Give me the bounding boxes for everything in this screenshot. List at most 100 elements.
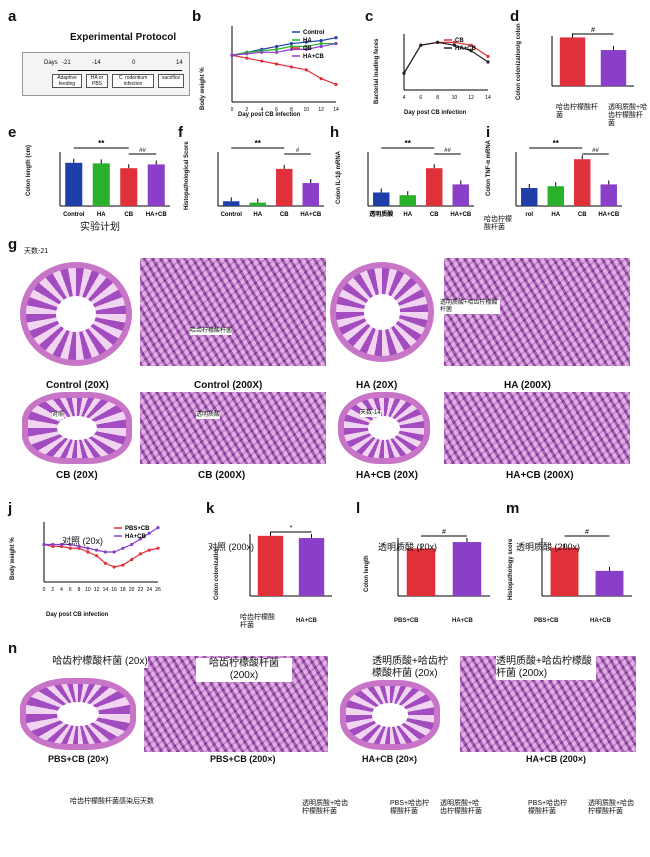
data-point: [156, 546, 160, 550]
tick-label: 4: [403, 95, 406, 101]
data-point: [86, 546, 90, 550]
tick-label: 透明质酸: [369, 210, 394, 218]
data-point: [130, 557, 134, 562]
data-point: [77, 544, 81, 548]
data-point: [486, 54, 490, 58]
data-point: [334, 36, 338, 40]
day-tick: 0: [132, 60, 136, 66]
tick-label: 2: [245, 107, 248, 113]
data-point: [274, 47, 279, 51]
tick-label: 16: [111, 587, 117, 593]
series-line: [403, 41, 489, 74]
category-label: HA+CB: [296, 618, 317, 624]
axis-label: Body weight %: [10, 537, 16, 580]
data-point: [419, 43, 423, 47]
legend-label: HA: [303, 38, 312, 44]
timeline-axis: [58, 70, 182, 71]
tick-label: 6: [419, 95, 422, 101]
data-point: [334, 82, 338, 87]
tick-label: HA+CB: [146, 212, 168, 218]
tick-label: 10: [85, 587, 91, 593]
legend-label: CB: [303, 46, 312, 52]
data-point: [289, 41, 294, 46]
bar: [249, 202, 266, 206]
chart-e-colon-length: Control HA CB HA+CB ** ##: [59, 139, 170, 218]
series-line: [231, 42, 337, 56]
tick-label: 8: [436, 95, 439, 101]
panel-label-f: f: [178, 124, 183, 141]
chart-c-bacterial-load: 4 6 8 10 12 14 CB HA+CB: [402, 34, 491, 101]
panel-label-d: d: [510, 8, 520, 25]
data-point: [147, 531, 151, 535]
figure-caption: Control (20X): [46, 380, 109, 391]
overlay-note: 哈齿柠檬酸杆菌 (20x): [52, 656, 148, 668]
axis-label: Colon colonization/g colon: [516, 23, 522, 100]
series-line: [231, 54, 337, 86]
tick-label: 6: [275, 107, 278, 113]
tick-label: 0: [43, 587, 46, 593]
data-point: [103, 561, 107, 565]
bar: [574, 159, 591, 206]
overlay-note: 天数-14: [360, 410, 381, 417]
tick-label: CB: [430, 212, 439, 218]
significance-mark: **: [405, 139, 412, 148]
category-label: 哈齿柠檬酸杆菌: [240, 614, 275, 629]
panel-label-n: n: [8, 640, 18, 657]
tick-label: 4: [260, 107, 263, 113]
data-point: [274, 44, 279, 49]
tick-label: HA: [97, 212, 106, 218]
bar: [550, 547, 579, 596]
data-point: [289, 65, 294, 69]
bar: [257, 535, 284, 596]
tick-label: 0: [231, 107, 234, 113]
data-point: [319, 39, 323, 43]
significance-mark: #: [296, 148, 300, 154]
significance-mark: **: [553, 139, 560, 148]
overlay-note: 实验计划: [80, 222, 120, 233]
tick-label: 8: [78, 587, 81, 593]
bar: [600, 184, 617, 206]
tick-label: 10: [452, 95, 458, 101]
data-point: [260, 59, 264, 63]
legend-label: PBS+CB: [125, 526, 150, 532]
tick-label: 12: [94, 587, 100, 593]
data-point: [469, 49, 473, 53]
histology-control-200x: [140, 258, 326, 366]
overlay-note: 透明质酸+哈齿柠檬酸杆菌 (20x): [372, 656, 456, 680]
histology-hacb-n-200x: [460, 656, 636, 752]
data-point: [230, 53, 234, 57]
axis-label: Day post CB infection: [404, 110, 467, 116]
tick-label: CB: [124, 212, 133, 218]
tick-label: HA: [551, 212, 560, 218]
data-point: [402, 71, 406, 75]
histology-hacb-20x: [338, 392, 430, 464]
bottom-note: 透明质酸+哈齿柠檬酸杆菌: [302, 800, 349, 815]
panel-label-k: k: [206, 500, 215, 517]
data-point: [130, 542, 134, 547]
axis-label: Colon IL-1β mRNA: [336, 151, 342, 204]
overlay-note: 天数-21: [24, 248, 49, 255]
chart-l-colon-length: #: [397, 529, 490, 597]
histology-ha-20x: [330, 262, 434, 362]
data-point: [469, 43, 473, 47]
tick-label: 4: [60, 587, 63, 593]
data-point: [121, 546, 125, 550]
tick-label: HA: [253, 212, 262, 218]
data-point: [95, 548, 99, 552]
panel-label-h: h: [330, 124, 340, 141]
bottom-note: 哈齿柠檬酸杆菌感染后天数: [70, 798, 154, 805]
bar: [547, 186, 564, 206]
significance-mark: ##: [139, 148, 146, 154]
histology-cb-200x: [140, 392, 326, 464]
overlay-note: 哈齿柠檬酸杆菌 (200x): [196, 658, 292, 682]
tick-label: 12: [468, 95, 474, 101]
tick-label: 14: [485, 95, 491, 101]
tick-label: HA: [403, 212, 412, 218]
bar: [92, 163, 110, 206]
histology-hacb-200x: [444, 392, 630, 464]
axis-label: Day post CB infection: [238, 112, 301, 118]
significance-mark: #: [591, 27, 595, 34]
protocol-step: C. rodentium infection: [112, 74, 154, 88]
category-label: 透明质酸+哈齿柠檬酸杆菌: [608, 104, 648, 127]
overlay-note: 对照 (20x): [62, 536, 104, 546]
